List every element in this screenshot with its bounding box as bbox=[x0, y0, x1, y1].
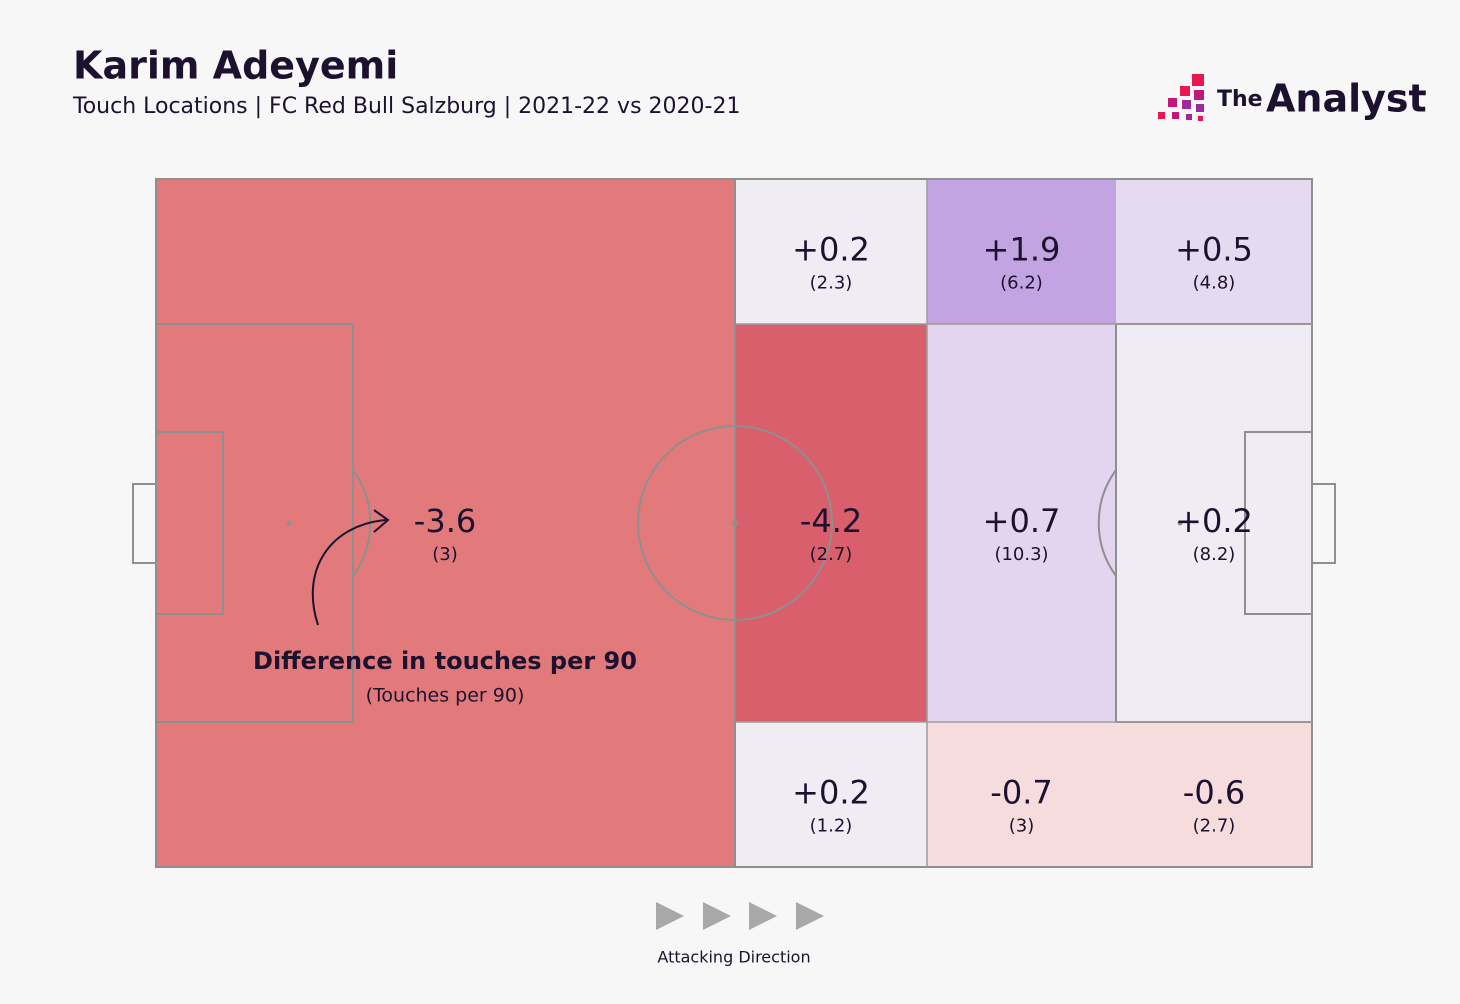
brand-small: The bbox=[1217, 87, 1263, 112]
zone-value: +1.9 bbox=[983, 231, 1061, 269]
zone-touches: (3) bbox=[432, 544, 458, 565]
zone-value: -3.6 bbox=[414, 502, 476, 540]
zone bbox=[1116, 179, 1312, 324]
zone bbox=[927, 324, 1116, 722]
zone bbox=[1116, 324, 1312, 722]
brand: Analyst bbox=[1266, 77, 1427, 121]
zone bbox=[1116, 722, 1312, 867]
zone bbox=[735, 722, 927, 867]
zone bbox=[735, 179, 927, 324]
zone-value: +0.5 bbox=[1175, 231, 1253, 269]
brand-logo bbox=[1158, 74, 1204, 121]
zone-touches: (2.7) bbox=[1193, 816, 1236, 837]
zone-touches: (6.2) bbox=[1000, 273, 1043, 294]
zone-touches: (2.7) bbox=[810, 544, 853, 565]
zone-touches: (8.2) bbox=[1193, 544, 1236, 565]
zone-value: -0.7 bbox=[990, 774, 1052, 812]
direction-label: Attacking Direction bbox=[657, 948, 810, 967]
zone-value: +0.7 bbox=[983, 502, 1061, 540]
direction-arrows bbox=[656, 902, 824, 930]
chart-subtitle: Touch Locations | FC Red Bull Salzburg |… bbox=[72, 94, 740, 119]
chart-title: Karim Adeyemi bbox=[73, 44, 398, 88]
annotation-arrow bbox=[311, 519, 387, 626]
zone-touches: (4.8) bbox=[1193, 273, 1236, 294]
zone-touches: (3) bbox=[1009, 816, 1035, 837]
zone-value: +0.2 bbox=[792, 231, 870, 269]
zone-touches: (1.2) bbox=[810, 816, 853, 837]
zone-value: -0.6 bbox=[1183, 774, 1245, 812]
zone-value: +0.2 bbox=[1175, 502, 1253, 540]
zone-labels: -3.6 (3) +0.2 (2.3) +1.9 (6.2) +0.5 (4.8) -4.2 (2… bbox=[414, 231, 1253, 837]
annotation: Difference in touches per 90 bbox=[253, 647, 637, 675]
zone-touches: (2.3) bbox=[810, 273, 853, 294]
zone bbox=[927, 179, 1116, 324]
zone-value: -4.2 bbox=[800, 502, 862, 540]
zone-touches: (10.3) bbox=[994, 544, 1048, 565]
zone-value: +0.2 bbox=[792, 774, 870, 812]
pitch-lines bbox=[132, 178, 1336, 868]
zone bbox=[927, 722, 1116, 867]
annotation-sub: (Touches per 90) bbox=[366, 685, 525, 707]
annotation-arrowhead bbox=[373, 509, 390, 533]
